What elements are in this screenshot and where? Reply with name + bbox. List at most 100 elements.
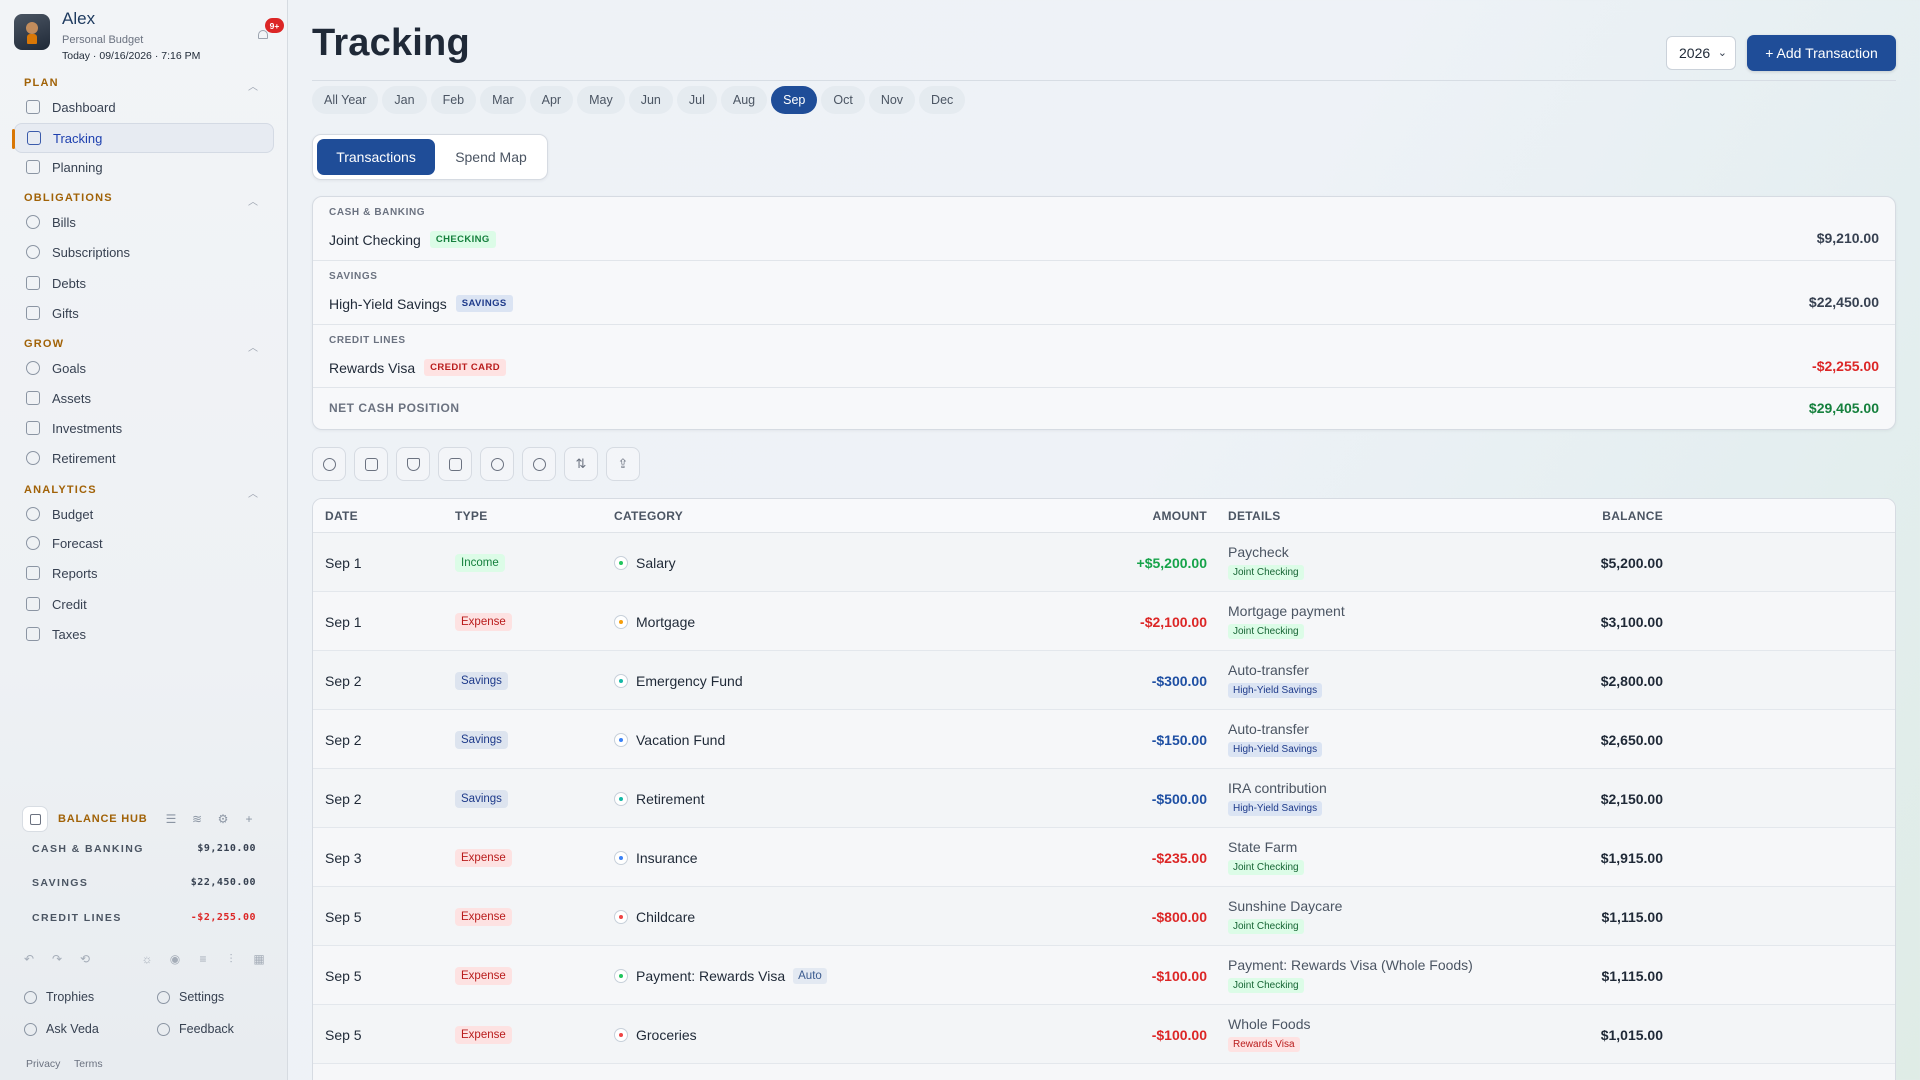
notification-bell-icon[interactable]: 9+ bbox=[253, 18, 284, 42]
settings-link[interactable]: Settings bbox=[157, 990, 224, 1004]
privacy-link[interactable]: Privacy bbox=[26, 1058, 61, 1070]
chat-icon bbox=[157, 1022, 170, 1036]
sort-icon[interactable]: ⇅ bbox=[564, 447, 598, 481]
sidebar-item-reports[interactable]: Reports bbox=[14, 558, 274, 588]
table-row[interactable]: Sep 2 Savings Retirement -$500.00 IRA co… bbox=[313, 769, 1895, 828]
account-type-badge: SAVINGS bbox=[455, 295, 513, 312]
profile-subtitle: Personal Budget bbox=[62, 34, 144, 46]
table-row[interactable]: Sep 1 Income Salary +$5,200.00 Paycheck J… bbox=[313, 533, 1895, 592]
chevron-up-icon[interactable]: ︿ bbox=[248, 343, 258, 354]
sidebar-item-credit[interactable]: Credit bbox=[14, 589, 274, 619]
account-row-savings[interactable]: SAVINGS High-Yield Savings SAVINGS $22,45… bbox=[313, 261, 1895, 325]
profile-card[interactable]: Alex Personal Budget Today · 09/16/2026 … bbox=[14, 9, 284, 66]
year-select[interactable]: 2026 ⌄ bbox=[1666, 36, 1736, 70]
comment-icon[interactable] bbox=[522, 447, 556, 481]
divider bbox=[312, 80, 1896, 81]
category-icon bbox=[614, 792, 628, 806]
sidebar-item-bills[interactable]: Bills bbox=[14, 207, 274, 237]
terms-link[interactable]: Terms bbox=[74, 1058, 103, 1070]
sliders-icon[interactable]: ⫶ bbox=[229, 952, 233, 966]
add-transaction-button[interactable]: + Add Transaction bbox=[1747, 35, 1896, 71]
chevron-up-icon[interactable]: ︿ bbox=[248, 489, 258, 500]
sidebar-item-tracking[interactable]: Tracking bbox=[12, 123, 274, 153]
tab-transactions[interactable]: Transactions bbox=[317, 139, 435, 175]
month-jan[interactable]: Jan bbox=[382, 86, 427, 114]
month-aug[interactable]: Aug bbox=[720, 86, 768, 114]
table-row[interactable]: Sep 5 Expense Childcare -$800.00 Sunshin… bbox=[313, 887, 1895, 946]
database-icon[interactable]: ≡ bbox=[199, 952, 207, 966]
avatar[interactable] bbox=[14, 14, 50, 50]
month-dec[interactable]: Dec bbox=[919, 86, 966, 114]
sidebar-item-gifts[interactable]: Gifts bbox=[14, 298, 274, 328]
sidebar-item-planning[interactable]: Planning bbox=[14, 152, 274, 182]
month-jul[interactable]: Jul bbox=[676, 86, 717, 114]
target-icon bbox=[26, 361, 40, 375]
account-tag: Joint Checking bbox=[1228, 860, 1304, 875]
chevron-up-icon[interactable]: ︿ bbox=[248, 197, 258, 208]
calendar-icon[interactable] bbox=[438, 447, 472, 481]
eye-icon[interactable]: ◉ bbox=[169, 952, 181, 966]
month-jun[interactable]: Jun bbox=[628, 86, 673, 114]
month-nov[interactable]: Nov bbox=[868, 86, 916, 114]
month-filter: All Year Jan Feb Mar Apr May Jun Jul Aug… bbox=[312, 86, 966, 114]
month-oct[interactable]: Oct bbox=[821, 86, 865, 114]
undo-icon[interactable]: ↶ bbox=[23, 952, 35, 966]
category-icon bbox=[614, 1028, 628, 1042]
hub-row-cash[interactable]: CASH & BANKING $9,210.00 bbox=[32, 843, 256, 855]
account-row-credit[interactable]: CREDIT LINES Rewards Visa CREDIT CARD -$2… bbox=[313, 325, 1895, 388]
main-content: Tracking 2026 ⌄ + Add Transaction All Ye… bbox=[288, 0, 1920, 1080]
sidebar-item-debts[interactable]: Debts bbox=[14, 268, 274, 298]
table-row[interactable]: Sep 3 Expense Insurance -$235.00 State F… bbox=[313, 828, 1895, 887]
refresh-icon bbox=[26, 245, 40, 259]
gear-icon[interactable]: ⚙ bbox=[217, 812, 229, 826]
profile-date: Today · 09/16/2026 · 7:16 PM bbox=[62, 50, 201, 62]
month-feb[interactable]: Feb bbox=[430, 86, 477, 114]
month-mar[interactable]: Mar bbox=[480, 86, 526, 114]
people-icon[interactable] bbox=[480, 447, 514, 481]
account-tag: Joint Checking bbox=[1228, 919, 1304, 934]
table-row[interactable]: Sep 2 Savings Emergency Fund -$300.00 Au… bbox=[313, 651, 1895, 710]
filter-icon[interactable] bbox=[396, 447, 430, 481]
check-square-icon[interactable] bbox=[354, 447, 388, 481]
feedback-link[interactable]: Feedback bbox=[157, 1022, 234, 1036]
sidebar-item-forecast[interactable]: Forecast bbox=[14, 528, 274, 558]
export-icon[interactable]: ⇪ bbox=[606, 447, 640, 481]
sidebar-item-investments[interactable]: Investments bbox=[14, 413, 274, 443]
hub-row-savings[interactable]: SAVINGS $22,450.00 bbox=[32, 877, 256, 889]
type-badge: Savings bbox=[455, 672, 508, 690]
layers-icon[interactable]: ≋ bbox=[191, 812, 203, 826]
sidebar-item-dashboard[interactable]: Dashboard bbox=[14, 92, 274, 122]
trophies-link[interactable]: Trophies bbox=[24, 990, 94, 1004]
table-header: DATE TYPE CATEGORY AMOUNT DETAILS BALANC… bbox=[313, 499, 1895, 533]
chevron-up-icon[interactable]: ︿ bbox=[248, 82, 258, 93]
ask-veda-link[interactable]: Ask Veda bbox=[24, 1022, 99, 1036]
sidebar-item-budget[interactable]: Budget bbox=[14, 499, 274, 529]
hub-row-credit[interactable]: CREDIT LINES -$2,255.00 bbox=[32, 912, 256, 924]
grid-icon[interactable]: ▦ bbox=[253, 952, 265, 966]
month-apr[interactable]: Apr bbox=[529, 86, 574, 114]
plus-icon[interactable]: + bbox=[245, 812, 253, 826]
history-icon[interactable]: ⟲ bbox=[79, 952, 91, 966]
month-sep[interactable]: Sep bbox=[771, 86, 818, 114]
chart-icon bbox=[26, 566, 40, 580]
redo-icon[interactable]: ↷ bbox=[51, 952, 63, 966]
wallet-icon[interactable] bbox=[22, 806, 48, 832]
table-row[interactable]: Sep 5 Expense Payment: Rewards Visa Auto … bbox=[313, 946, 1895, 1005]
table-row[interactable]: Sep 5 Expense Groceries -$100.00 Whole F… bbox=[313, 1005, 1895, 1064]
table-row[interactable]: Sep 1 Expense Mortgage -$2,100.00 Mortga… bbox=[313, 592, 1895, 651]
sidebar-item-taxes[interactable]: Taxes bbox=[14, 619, 274, 649]
sidebar-item-assets[interactable]: Assets bbox=[14, 383, 274, 413]
sidebar-item-retirement[interactable]: Retirement bbox=[14, 443, 274, 473]
month-all-year[interactable]: All Year bbox=[312, 86, 379, 114]
dashboard-icon bbox=[26, 100, 40, 114]
search-icon[interactable] bbox=[312, 447, 346, 481]
table-row[interactable]: Sep 2 Savings Vacation Fund -$150.00 Aut… bbox=[313, 710, 1895, 769]
sidebar-item-subscriptions[interactable]: Subscriptions bbox=[14, 237, 274, 267]
sun-icon[interactable]: ☼ bbox=[141, 952, 153, 966]
month-may[interactable]: May bbox=[577, 86, 625, 114]
tab-spend-map[interactable]: Spend Map bbox=[455, 149, 527, 165]
page-title: Tracking bbox=[312, 22, 470, 64]
list-icon[interactable]: ☰ bbox=[165, 812, 177, 826]
account-row-checking[interactable]: CASH & BANKING Joint Checking CHECKING $9… bbox=[313, 197, 1895, 261]
sidebar-item-goals[interactable]: Goals bbox=[14, 353, 274, 383]
